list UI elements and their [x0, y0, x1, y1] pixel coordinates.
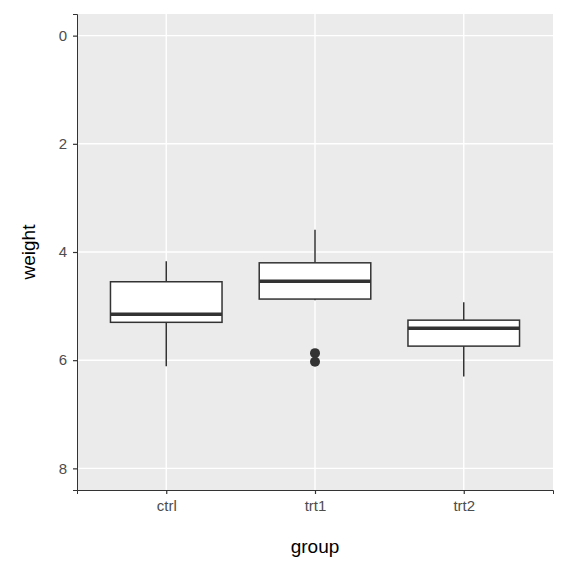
y-axis-title: weight: [18, 224, 39, 281]
y-tick-mark: [73, 252, 77, 253]
x-grid-line: [314, 14, 315, 490]
x-tick: trt1: [305, 490, 327, 514]
box-group: [110, 261, 222, 366]
grid: [77, 14, 553, 490]
y-tick: 2: [59, 135, 77, 152]
y-tick-label: 2: [59, 135, 67, 152]
boxes: [110, 230, 519, 377]
box-group: [259, 230, 371, 367]
box-group: [408, 302, 520, 376]
y-axis-line: [73, 15, 78, 491]
y-tick-mark: [73, 36, 77, 37]
median: [110, 312, 222, 316]
y-tick: 8: [59, 460, 77, 477]
x-tick: ctrl: [157, 490, 177, 514]
y-tick-label: 8: [59, 460, 67, 477]
y-tick: 4: [59, 243, 77, 260]
whisker-max: [166, 322, 168, 366]
x-grid-line: [166, 14, 167, 490]
y-tick: 0: [59, 27, 77, 44]
whisker-max: [463, 346, 465, 376]
median: [408, 327, 520, 331]
x-tick-label: trt1: [305, 497, 327, 514]
chart: 0 2 4 6 8 ctrl trt1 trt2 group weight: [0, 0, 576, 576]
box: [408, 320, 520, 346]
x-axis-title: group: [291, 536, 340, 557]
whisker-min: [314, 230, 316, 263]
x-tick-label: ctrl: [157, 497, 177, 514]
box: [110, 282, 222, 323]
box: [259, 263, 371, 299]
x-tick-mark: [166, 490, 167, 494]
x-tick: trt2: [453, 490, 475, 514]
panel: [77, 14, 553, 490]
y-tick-mark: [73, 468, 77, 469]
x-tick-mark: [464, 490, 465, 494]
whisker-min: [166, 261, 168, 282]
y-tick-label: 6: [59, 351, 67, 368]
median: [259, 279, 371, 283]
outlier: [310, 357, 320, 367]
whisker-min: [463, 302, 465, 320]
x-grid-line: [463, 14, 464, 490]
x-axis: ctrl trt1 trt2: [78, 490, 554, 514]
y-tick-mark: [73, 144, 77, 145]
y-tick-label: 0: [59, 27, 67, 44]
outlier: [310, 348, 320, 358]
y-tick-label: 4: [59, 243, 67, 260]
y-tick: 6: [59, 351, 77, 368]
x-axis-line: [78, 491, 554, 495]
y-tick-mark: [73, 360, 77, 361]
y-axis: 0 2 4 6 8: [59, 15, 78, 491]
x-tick-label: trt2: [453, 497, 475, 514]
x-tick-mark: [315, 490, 316, 494]
